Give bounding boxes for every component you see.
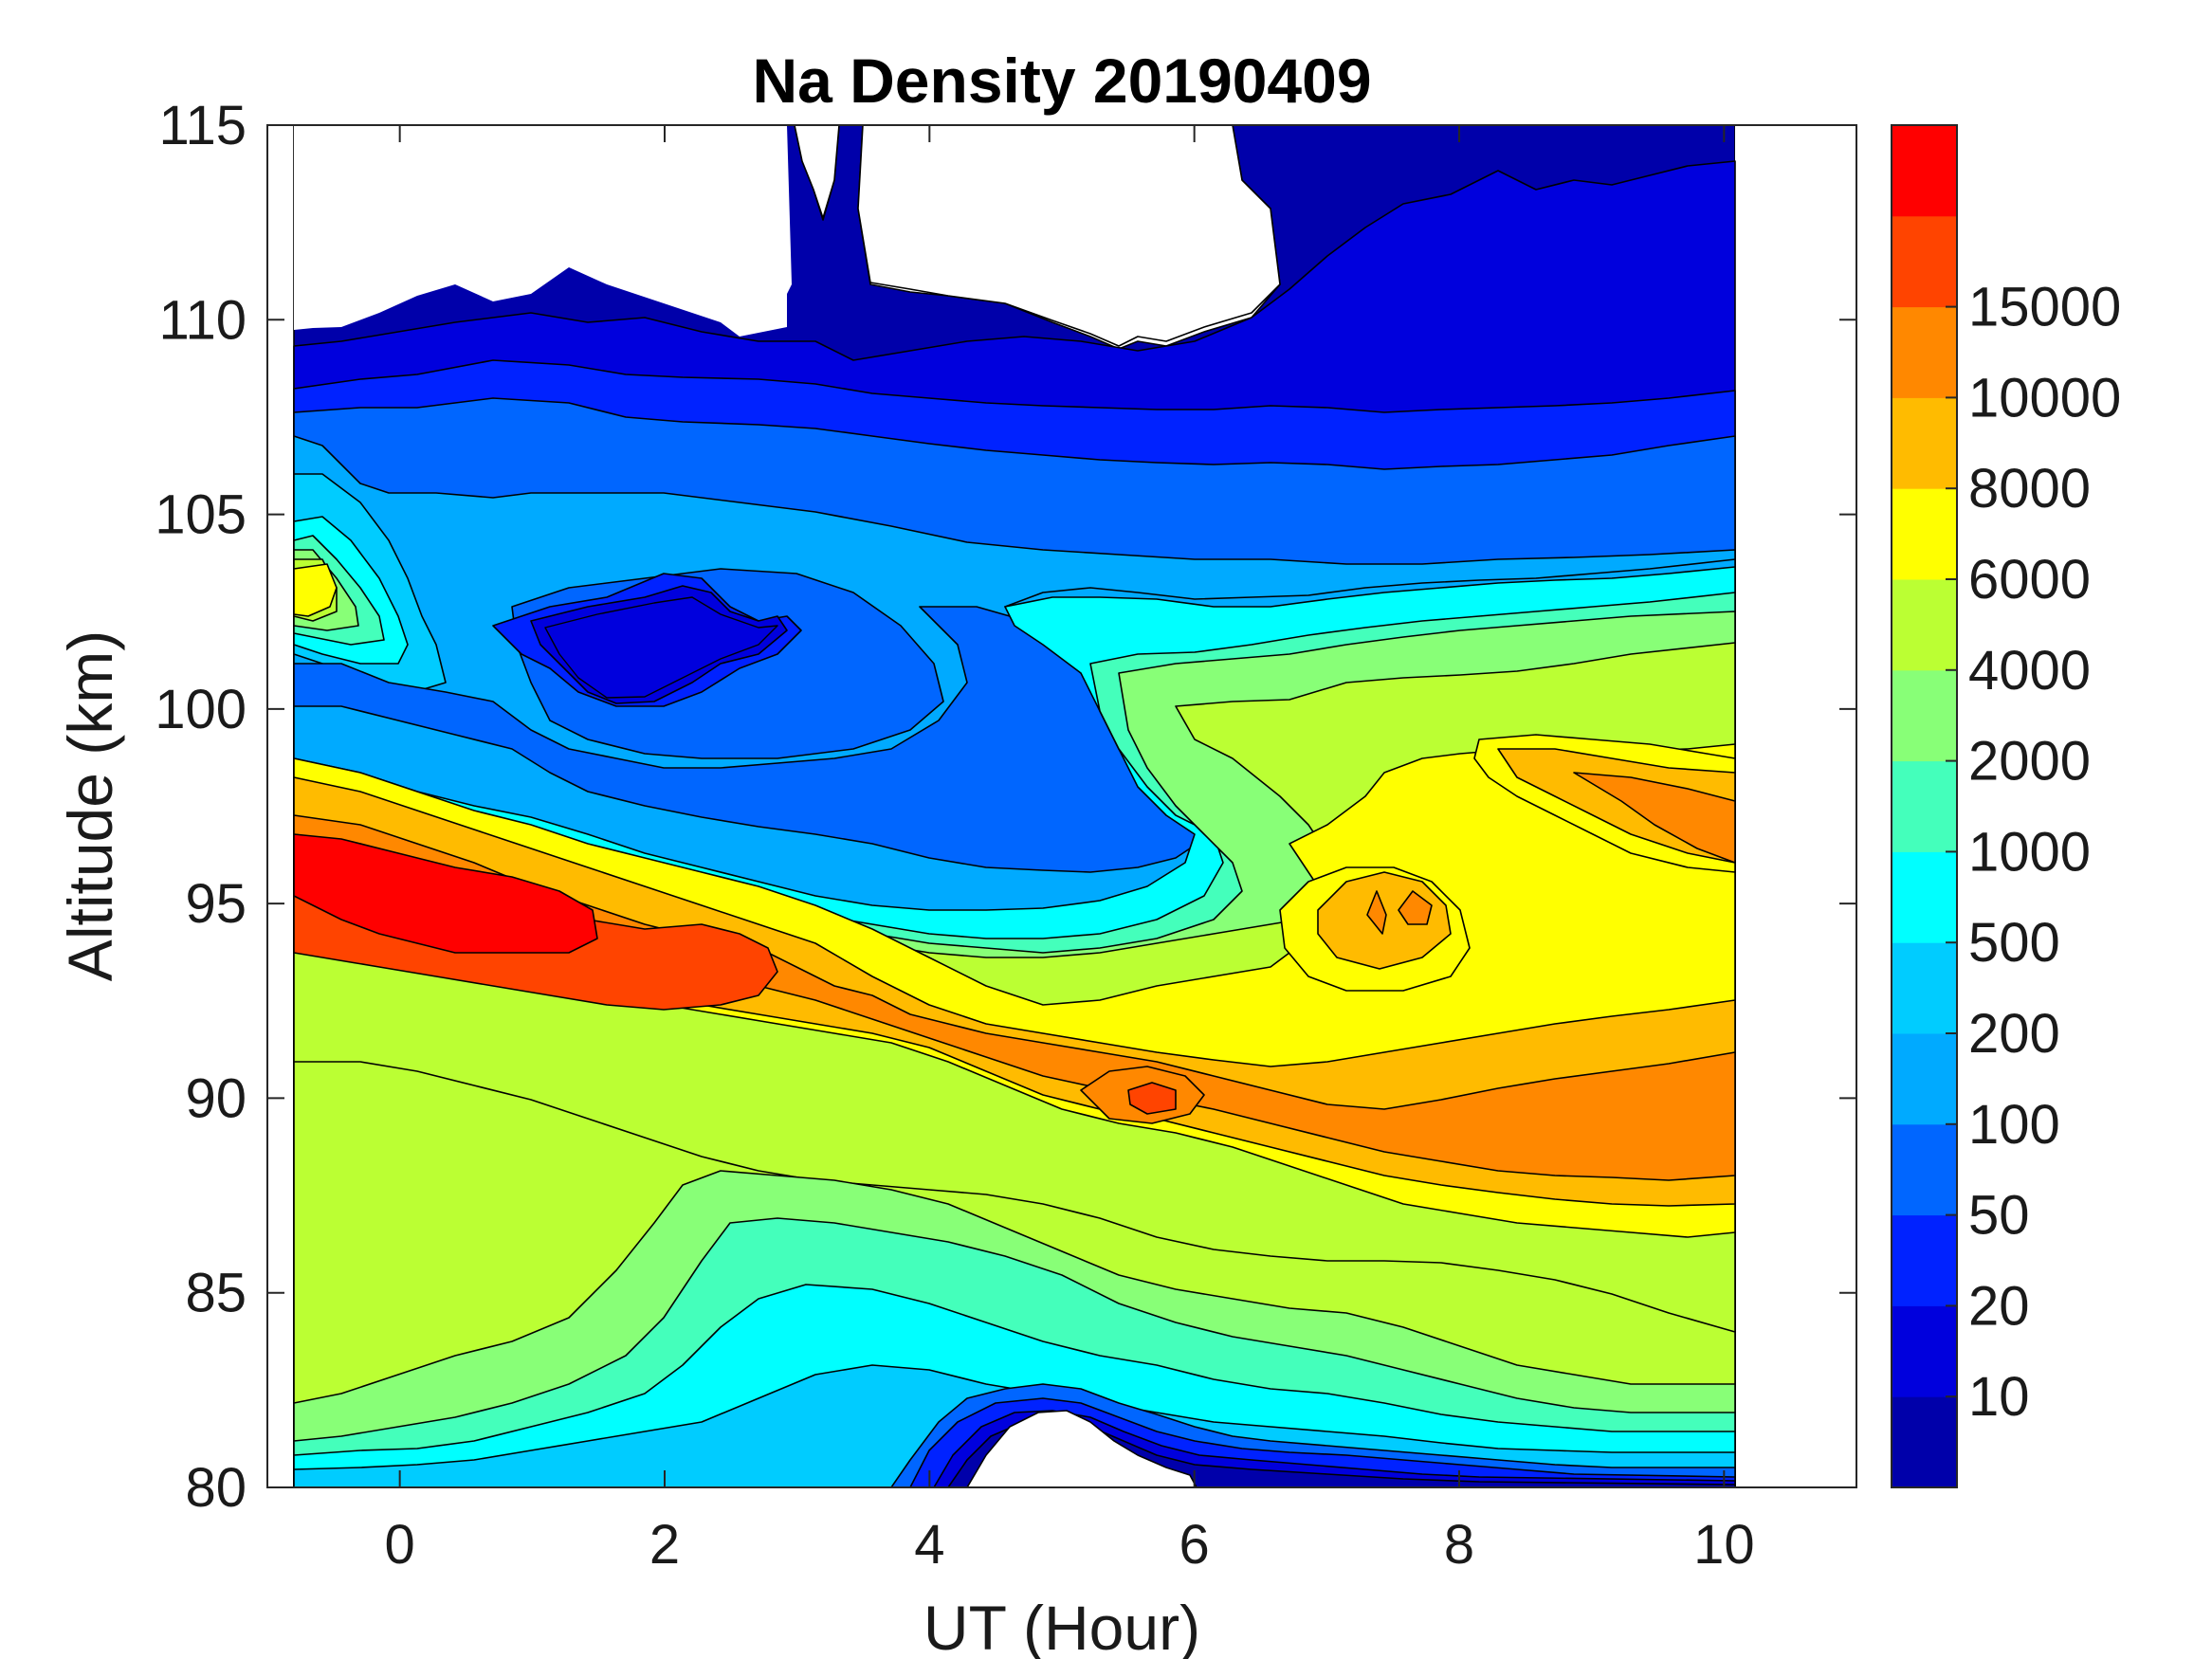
blob-upper-left-6 <box>293 563 338 617</box>
x-tick-label: 0 <box>385 1514 415 1576</box>
colorbar-swatch <box>1892 1396 1957 1488</box>
colorbar-swatch <box>1892 488 1957 580</box>
plot-area <box>267 125 1856 1487</box>
colorbar-tick-label: 500 <box>1968 912 2060 974</box>
chart-title: Na Density 20190409 <box>752 46 1371 116</box>
colorbar-swatch <box>1892 851 1957 943</box>
colorbar-tick-label: 20 <box>1968 1275 2030 1337</box>
colorbar-frame <box>1891 124 1958 1488</box>
top-left-data-gap <box>294 125 792 327</box>
y-tick-label: 105 <box>155 484 247 546</box>
contour-fill <box>293 125 1856 1487</box>
colorbar-tick-label: 4000 <box>1968 640 2091 702</box>
band-over-15000 <box>293 833 598 954</box>
colorbar-swatch <box>1892 306 1957 398</box>
colorbar-swatch <box>1892 1033 1957 1125</box>
data-gap-right <box>1735 125 1856 1487</box>
x-tick-label: 8 <box>1444 1514 1474 1576</box>
colorbar-tick-label: 1000 <box>1968 821 2091 883</box>
x-tick-label: 2 <box>649 1514 680 1576</box>
y-tick-label: 110 <box>159 289 247 351</box>
colorbar <box>1892 125 1957 1488</box>
colorbar-tick-label: 15000 <box>1968 277 2121 338</box>
y-tick-label: 100 <box>155 679 247 740</box>
colorbar-tick-label: 50 <box>1968 1185 2030 1247</box>
secondary-peak-2 <box>1127 1082 1177 1115</box>
y-axis-ticks: 80 85 90 95 100 105 110 115 <box>155 95 1856 1519</box>
band-6000-8000 <box>293 776 1736 1207</box>
colorbar-swatch <box>1892 579 1957 671</box>
colorbar-ticks: 10 20 50 100 200 500 1000 2000 4000 6000 8000 10000… <box>1946 277 2121 1428</box>
y-tick-label: 85 <box>185 1263 247 1324</box>
colorbar-tick-label: 8000 <box>1968 458 2091 520</box>
colorbar-tick-label: 2000 <box>1968 731 2091 793</box>
colorbar-swatch <box>1892 397 1957 489</box>
y-axis-label: Altitude (km) <box>55 630 125 981</box>
colorbar-swatch <box>1892 760 1957 852</box>
colorbar-tick-label: 10000 <box>1968 367 2121 428</box>
x-tick-label: 6 <box>1179 1514 1210 1576</box>
x-axis-ticks: 0 2 4 6 8 10 <box>385 125 1755 1576</box>
x-axis-label: UT (Hour) <box>923 1593 1200 1659</box>
colorbar-swatch <box>1892 1123 1957 1216</box>
colorbar-swatch <box>1892 125 1957 217</box>
colorbar-swatch <box>1892 669 1957 762</box>
top-middle-data-gap <box>857 125 1281 347</box>
y-tick-label: 95 <box>185 873 247 935</box>
local-max-3 <box>1366 890 1433 935</box>
x-tick-label: 4 <box>914 1514 944 1576</box>
y-tick-label: 80 <box>185 1457 247 1519</box>
upper-right-layer-3 <box>1573 772 1736 864</box>
y-tick-label: 115 <box>159 95 247 156</box>
colorbar-swatch <box>1892 942 1957 1034</box>
colorbar-swatch <box>1892 1214 1957 1306</box>
x-tick-label: 10 <box>1693 1514 1755 1576</box>
plot-frame <box>266 124 1857 1488</box>
bottom-data-gap <box>966 1410 1197 1487</box>
colorbar-tick-label: 10 <box>1968 1366 2030 1428</box>
colorbar-swatch <box>1892 1305 1957 1397</box>
colorbar-tick-label: 100 <box>1968 1094 2060 1156</box>
colorbar-tick-label: 6000 <box>1968 549 2091 611</box>
pocket-under-10 <box>544 596 778 699</box>
colorbar-tick-label: 200 <box>1968 1003 2060 1065</box>
top-narrow-data-gap <box>794 125 840 219</box>
y-tick-label: 90 <box>185 1067 247 1129</box>
colorbar-swatch <box>1892 215 1957 308</box>
